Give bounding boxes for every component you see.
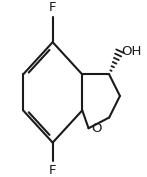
- Text: F: F: [49, 164, 56, 177]
- Text: OH: OH: [122, 45, 142, 58]
- Text: F: F: [49, 1, 56, 14]
- Text: O: O: [91, 122, 102, 135]
